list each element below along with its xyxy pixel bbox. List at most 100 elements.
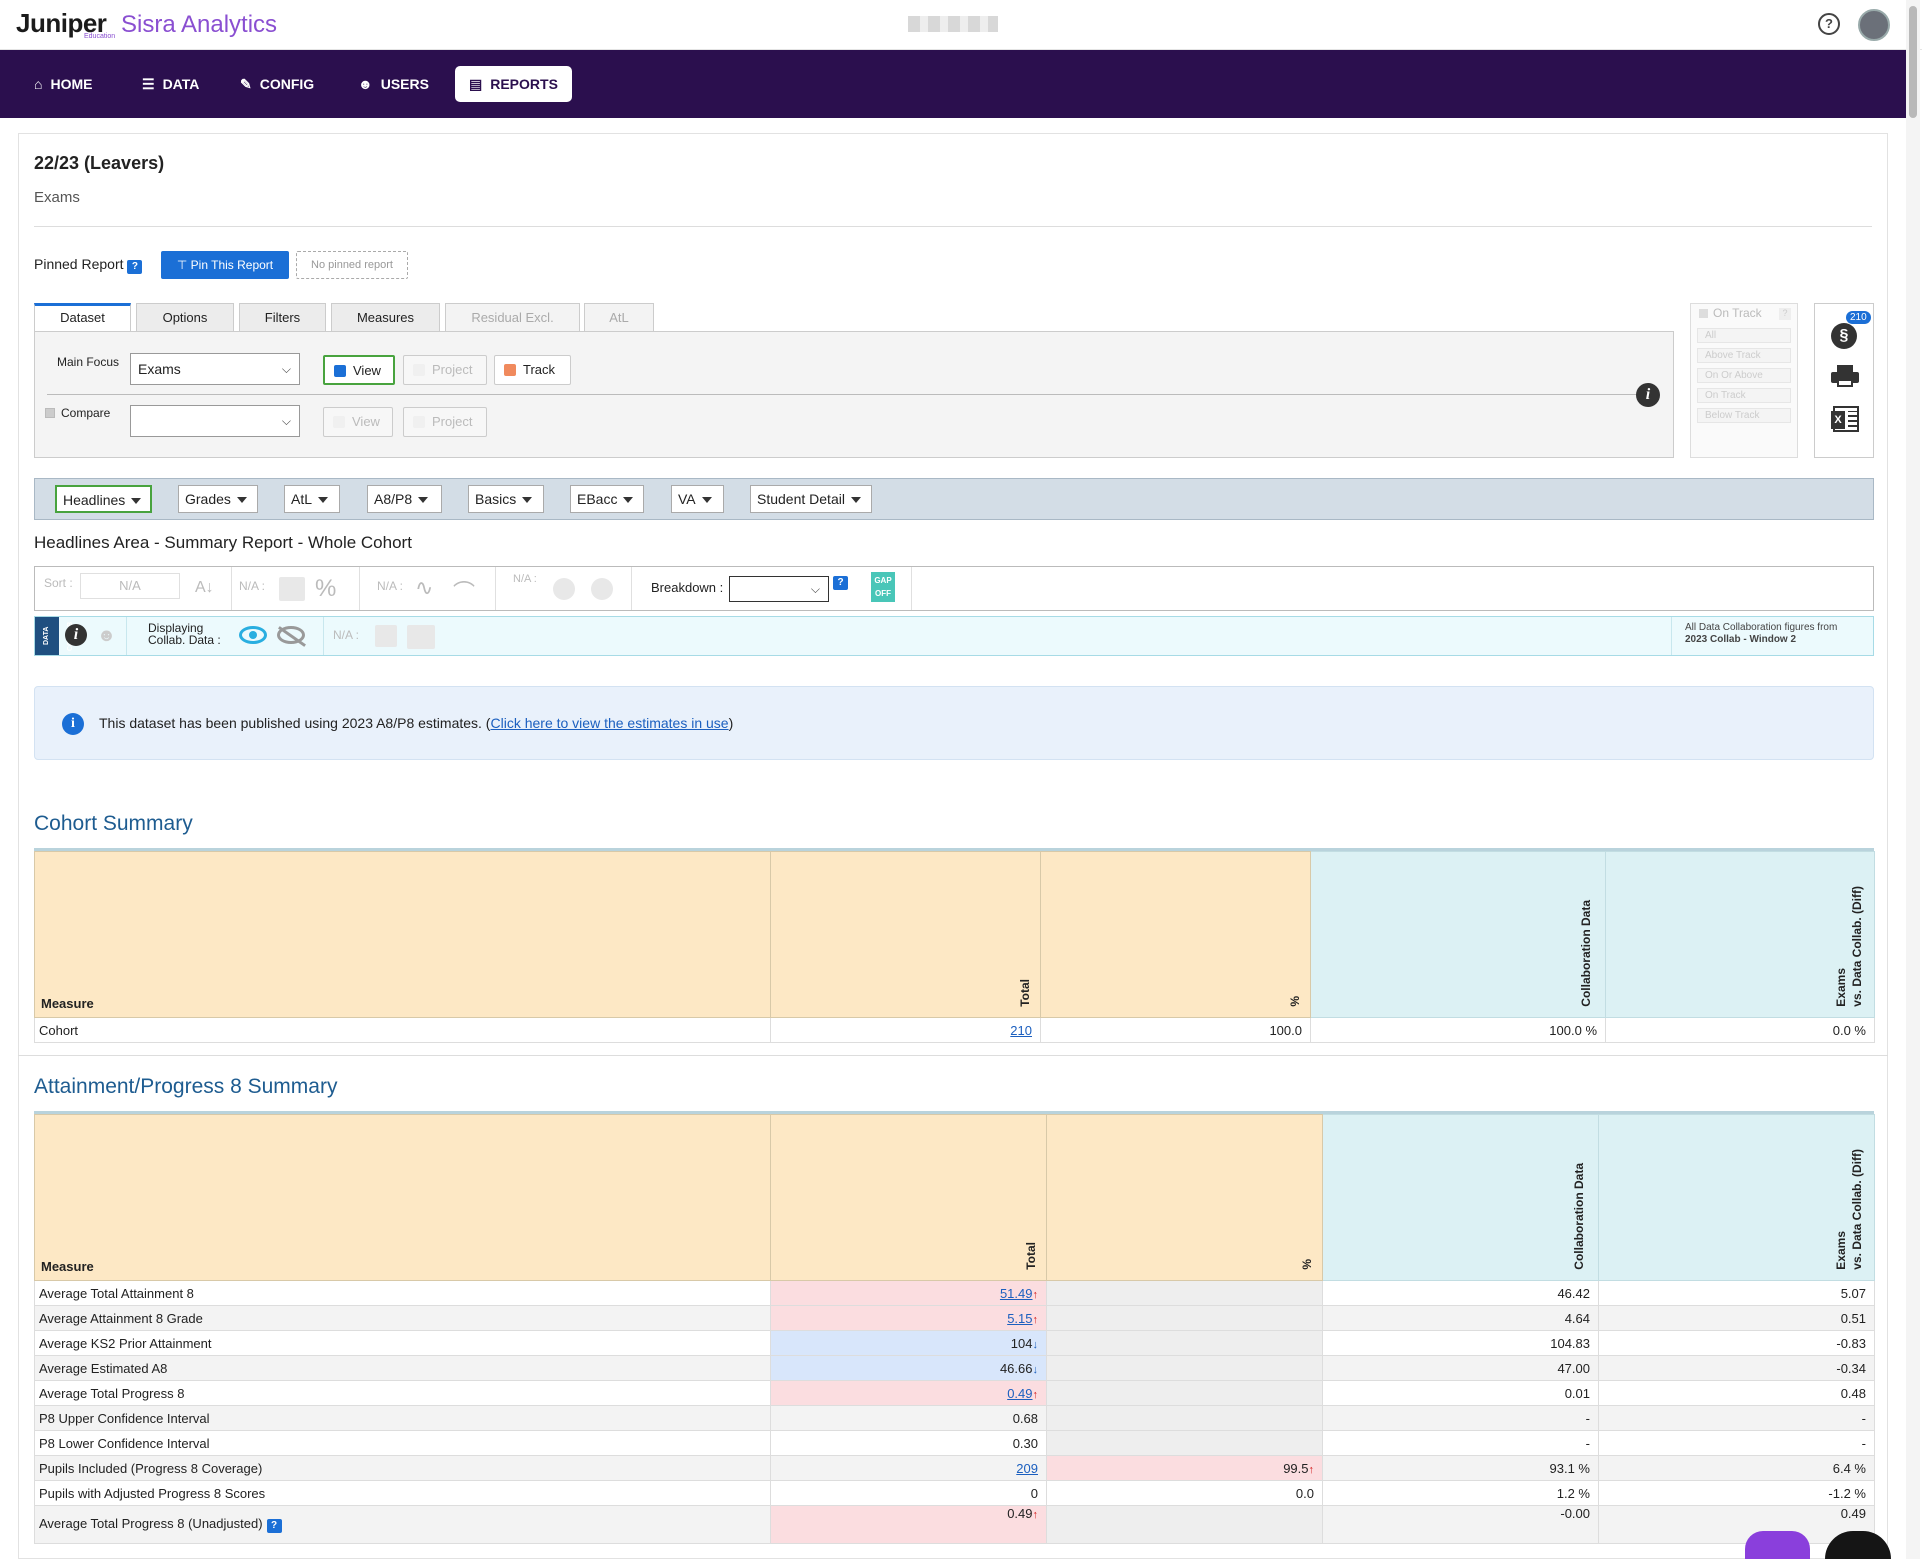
on-track-on[interactable]: On Track <box>1697 388 1791 403</box>
nav-users[interactable]: ☻ USERS <box>344 66 443 102</box>
nav-data[interactable]: ☰ DATA <box>128 66 213 102</box>
project-toggle[interactable]: Project <box>403 355 487 385</box>
total-link[interactable]: 51.49 <box>999 1285 1033 1301</box>
menu-student-detail[interactable]: Student Detail <box>750 485 872 513</box>
header-measure[interactable]: Measure <box>34 1114 771 1281</box>
tab-residual-excl[interactable]: Residual Excl. <box>445 303 580 331</box>
single-square-icon[interactable] <box>375 625 397 647</box>
compare-project-toggle[interactable]: Project <box>403 407 487 437</box>
menu-a8p8[interactable]: A8/P8 <box>367 485 442 513</box>
excel-export-icon[interactable]: X <box>1831 406 1859 432</box>
menu-va[interactable]: VA <box>671 485 724 513</box>
main-focus-select[interactable]: Exams ⌵ <box>130 353 300 385</box>
on-track-below[interactable]: Below Track <box>1697 408 1791 423</box>
on-track-checkbox[interactable] <box>1699 309 1708 318</box>
menu-a8p8-label: A8/P8 <box>374 491 413 507</box>
header-total[interactable]: Total <box>770 1114 1047 1281</box>
menu-ebacc[interactable]: EBacc <box>570 485 644 513</box>
nav-home[interactable]: ⌂ HOME <box>20 66 106 102</box>
on-track-help-icon[interactable]: ? <box>1779 308 1791 320</box>
page-scrollbar[interactable] <box>1906 0 1920 1559</box>
header-pct[interactable]: % <box>1046 1114 1323 1281</box>
menu-atl[interactable]: AtL <box>284 485 340 513</box>
tab-measures[interactable]: Measures <box>331 303 440 331</box>
sort-select[interactable]: N/A <box>80 573 180 599</box>
total-link[interactable]: 5.15 <box>1007 1310 1033 1326</box>
nav-reports[interactable]: ▤ REPORTS <box>455 66 572 102</box>
view-toggle[interactable]: View <box>323 355 395 385</box>
measure-cell: Average Total Progress 8 <box>34 1380 771 1406</box>
menu-grades[interactable]: Grades <box>178 485 258 513</box>
total-value: 0.30 <box>1012 1435 1038 1451</box>
breakdown-select[interactable]: ⌵ <box>729 576 829 602</box>
double-square-icon[interactable] <box>407 625 435 649</box>
pinned-help-icon[interactable]: ? <box>127 260 143 274</box>
total-link[interactable]: 210 <box>1010 1022 1032 1038</box>
table-row: P8 Upper Confidence Interval 0.68 - - <box>34 1405 1875 1431</box>
header-collab[interactable]: Collaboration Data <box>1322 1114 1599 1281</box>
help-icon[interactable]: ? <box>1818 13 1840 35</box>
a8p8-table: Measure Total % Collaboration Data Exams… <box>34 1114 1875 1544</box>
diff-cell: 5.07 <box>1598 1280 1875 1306</box>
percent-icon[interactable]: % <box>315 575 337 602</box>
header-pct[interactable]: % <box>1040 851 1311 1018</box>
pin-icon: ⊤ <box>176 258 188 272</box>
table-icon[interactable] <box>279 577 305 601</box>
header-total[interactable]: Total <box>770 851 1041 1018</box>
info-icon[interactable]: i <box>1636 383 1660 407</box>
total-link[interactable]: 0.49 <box>1007 1385 1033 1401</box>
toolbar-divider <box>495 567 496 610</box>
header-diff[interactable]: Exams vs. Data Collab. (Diff) <box>1598 1114 1875 1281</box>
view-estimates-link[interactable]: Click here to view the estimates in use <box>490 715 729 731</box>
compare-select[interactable]: ⌵ <box>130 405 300 437</box>
nav-config[interactable]: ✎ CONFIG <box>226 66 328 102</box>
tab-atl[interactable]: AtL <box>584 303 654 331</box>
group-icon[interactable]: ☻ <box>97 625 116 645</box>
tab-filters[interactable]: Filters <box>239 303 326 331</box>
compare-view-label: View <box>352 414 380 429</box>
curve-chart-icon[interactable]: ⌒ <box>453 580 476 605</box>
circle-chart-icon[interactable] <box>591 578 613 600</box>
avatar[interactable] <box>1858 9 1890 41</box>
tab-options[interactable]: Options <box>136 303 234 331</box>
sort-az-icon[interactable]: A↓ <box>195 579 214 596</box>
total-link[interactable]: 209 <box>1016 1460 1038 1476</box>
scrollbar-thumb[interactable] <box>1909 6 1917 118</box>
section-divider <box>18 1055 1888 1056</box>
pin-report-button[interactable]: ⊤ Pin This Report <box>161 251 289 279</box>
compare-checkbox[interactable] <box>45 408 55 418</box>
menu-basics[interactable]: Basics <box>468 485 544 513</box>
on-track-above[interactable]: Above Track <box>1697 348 1791 363</box>
print-icon[interactable] <box>1831 365 1859 387</box>
eye-icon[interactable] <box>239 626 267 644</box>
header-collab[interactable]: Collaboration Data <box>1310 851 1606 1018</box>
header-diff[interactable]: Exams vs. Data Collab. (Diff) <box>1605 851 1875 1018</box>
table-row: Average Total Progress 8 (Unadjusted)? 0.… <box>34 1505 1875 1544</box>
alert-message: This dataset has been published using 20… <box>99 715 491 731</box>
on-track-all[interactable]: All <box>1697 328 1791 343</box>
track-toggle[interactable]: Track <box>494 355 571 385</box>
checkbox-icon <box>504 364 516 376</box>
help-icon[interactable]: ? <box>266 1519 282 1533</box>
menu-headlines[interactable]: Headlines <box>55 485 152 513</box>
compare-view-toggle[interactable]: View <box>323 407 393 437</box>
pie-chart-icon[interactable] <box>553 578 575 600</box>
breakdown-help-icon[interactable]: ? <box>833 576 848 590</box>
gap-toggle[interactable]: GAP OFF <box>871 572 895 602</box>
collab-info-icon[interactable]: i <box>65 624 87 646</box>
on-track-on-or-above[interactable]: On Or Above <box>1697 368 1791 383</box>
measure-cell: Cohort <box>34 1017 771 1043</box>
measure-cell: Average Total Progress 8 (Unadjusted)? <box>34 1505 771 1544</box>
chat-launcher-icon[interactable] <box>1745 1531 1810 1559</box>
table-row: Pupils Included (Progress 8 Coverage) 209… <box>34 1455 1875 1481</box>
tab-dataset[interactable]: Dataset <box>34 303 131 331</box>
student-list-icon[interactable]: § <box>1831 323 1857 349</box>
menu-grades-label: Grades <box>185 491 231 507</box>
brand-logo[interactable]: Juniper <box>16 8 107 38</box>
header-measure[interactable]: Measure <box>34 851 771 1018</box>
diff-cell: 0.48 <box>1598 1380 1875 1406</box>
eye-slash-icon[interactable] <box>277 626 306 647</box>
distribution-chart-icon[interactable]: ∿ <box>415 575 434 600</box>
data-collab-tag: DATA COLLAB <box>35 617 74 655</box>
pct-cell <box>1046 1280 1323 1306</box>
